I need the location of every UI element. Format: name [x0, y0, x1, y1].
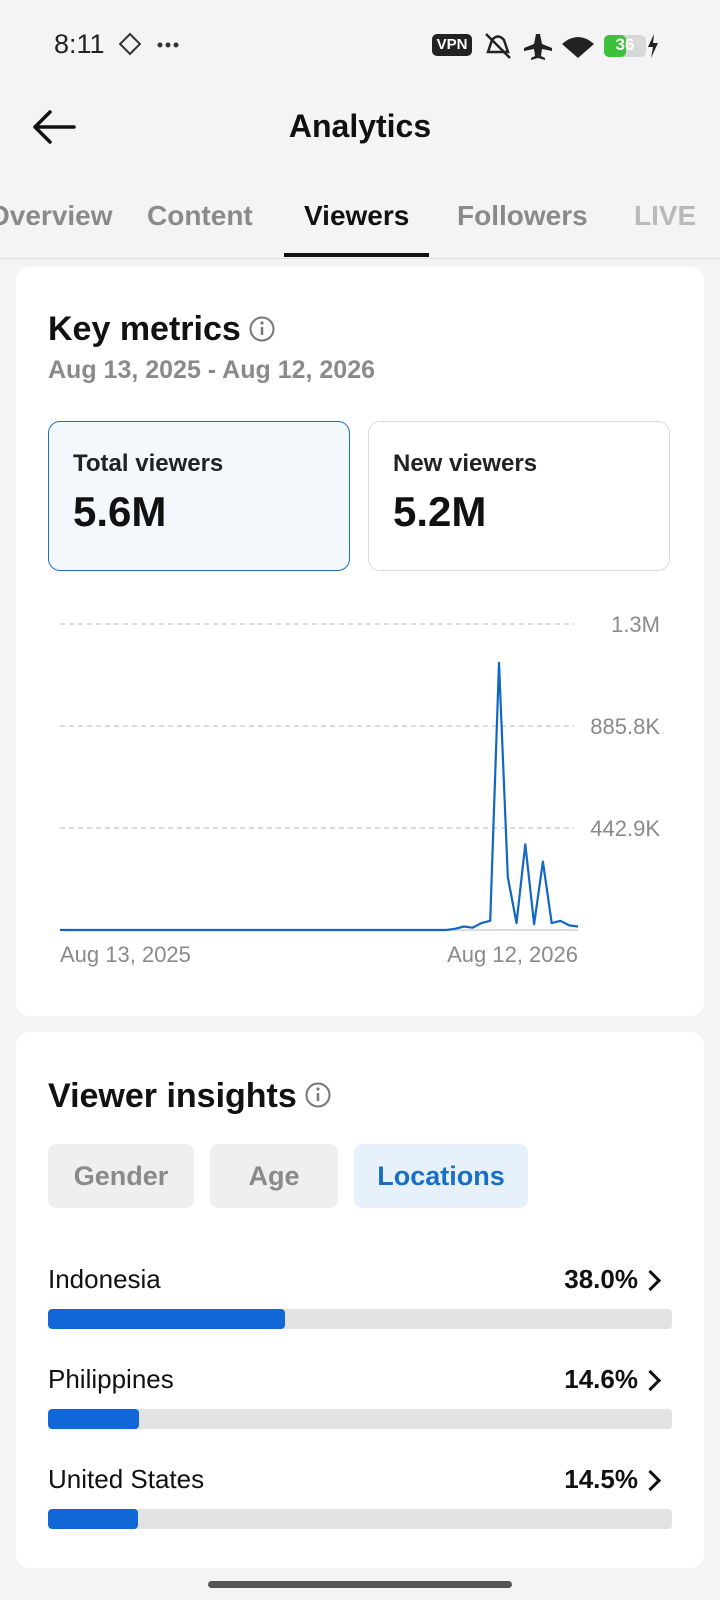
section-title: Key metrics — [48, 310, 241, 348]
status-icons-right — [485, 33, 658, 60]
back-button[interactable] — [30, 106, 80, 148]
tab[interactable]: Overview — [0, 200, 113, 231]
x-tick-label: Aug 13, 2025 — [60, 942, 191, 967]
location-name[interactable]: United States — [48, 1464, 205, 1494]
viewer-insights-card — [16, 1032, 704, 1568]
status-vpn: VPN — [432, 34, 472, 56]
y-tick-label: 442.9K — [590, 816, 660, 841]
tab[interactable]: Content — [147, 200, 253, 231]
bar-track — [48, 1409, 672, 1429]
info-icon[interactable] — [304, 1081, 332, 1109]
filter-pill[interactable]: Age — [210, 1144, 338, 1208]
key-metrics-card — [16, 267, 704, 1016]
location-percent: 14.5% — [564, 1464, 638, 1494]
filter-pill[interactable]: Gender — [48, 1144, 194, 1208]
metric-value: 5.6M — [73, 488, 167, 535]
section-title: Viewer insights — [48, 1077, 297, 1115]
home-indicator — [208, 1581, 512, 1588]
x-tick-label: Aug 12, 2026 — [447, 942, 578, 967]
chart: 442.9K 885.8K 1.3M Aug 13, 2025 Aug 12, 2026 — [60, 612, 660, 967]
bar — [48, 1509, 139, 1529]
location-percent: 14.6% — [564, 1364, 638, 1394]
location-percent: 38.0% — [564, 1264, 638, 1294]
page-title: Analytics — [288, 108, 432, 144]
metric-label: New viewers — [393, 450, 538, 477]
location-name[interactable]: Philippines — [48, 1364, 174, 1394]
metric-label: Total viewers — [73, 450, 224, 477]
info-icon[interactable] — [248, 315, 276, 343]
y-tick-label: 885.8K — [590, 714, 660, 739]
tab[interactable]: Viewers — [304, 200, 410, 231]
status-time: 8:11 — [54, 29, 105, 59]
bar-track — [48, 1509, 672, 1529]
tab-underline — [284, 253, 429, 257]
tab-divider — [0, 258, 720, 259]
tab[interactable]: LIVE — [634, 200, 697, 231]
status-battery: 36 — [615, 35, 635, 54]
metric-card[interactable]: New viewers 5.2M — [368, 421, 670, 571]
line-series — [60, 661, 579, 932]
y-tick-label: 1.3M — [611, 612, 660, 637]
filter-pill[interactable]: Locations — [354, 1144, 528, 1208]
metric-card[interactable]: Total viewers 5.6M — [48, 421, 350, 571]
tab[interactable]: Followers — [457, 200, 588, 231]
bar-track — [48, 1309, 672, 1329]
bar — [48, 1309, 286, 1329]
date-range: Aug 13, 2025 - Aug 12, 2026 — [48, 356, 376, 384]
location-name[interactable]: Indonesia — [48, 1264, 161, 1294]
metric-value: 5.2M — [393, 488, 487, 535]
status-icons-left — [118, 32, 179, 56]
bar — [48, 1409, 140, 1429]
